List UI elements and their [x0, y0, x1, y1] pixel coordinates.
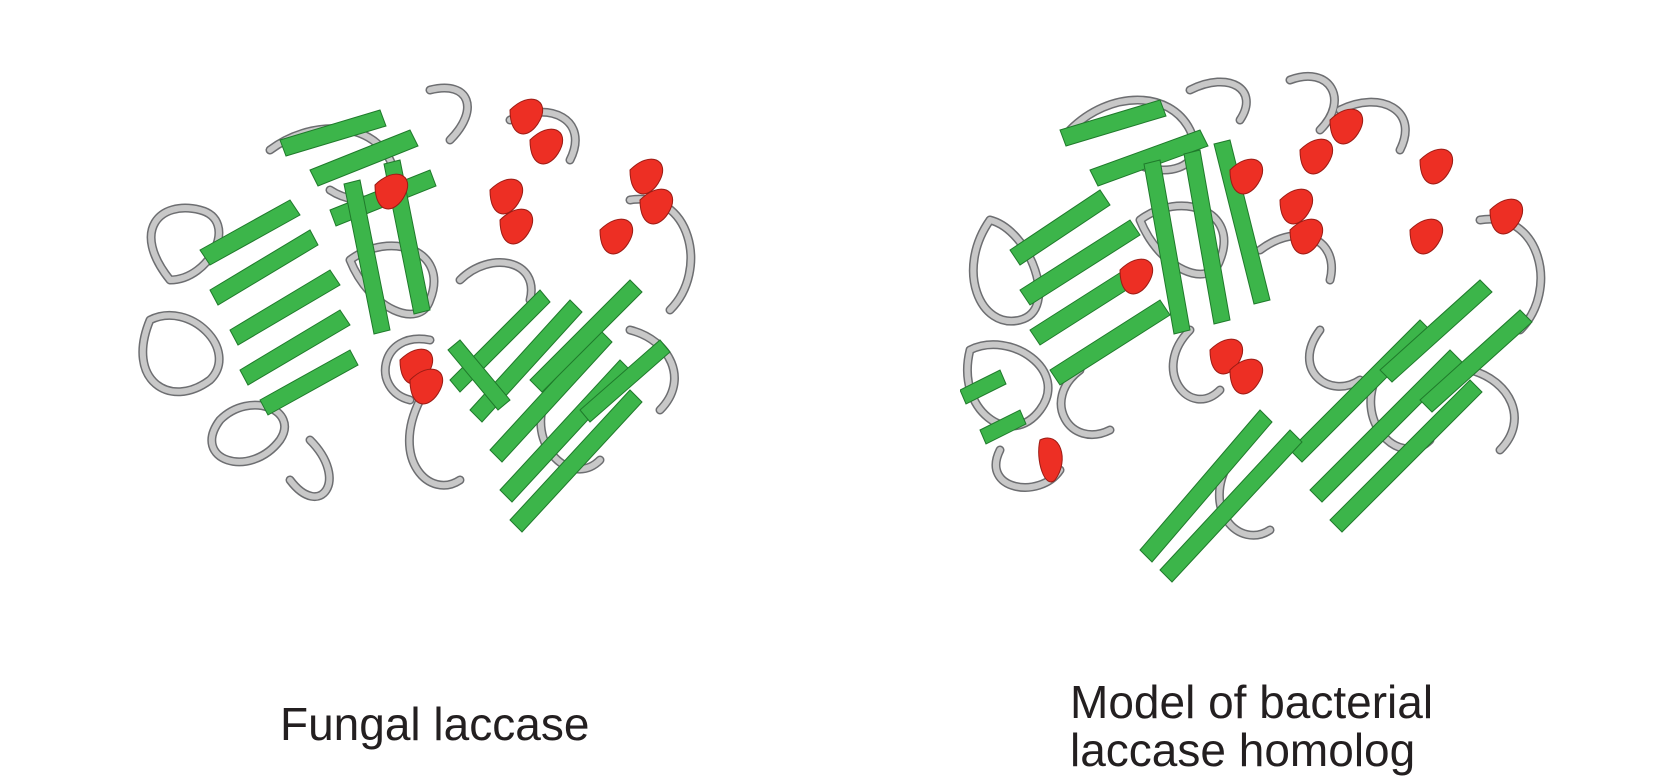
caption-line: laccase homolog — [1070, 724, 1416, 776]
alpha-helices — [1038, 108, 1524, 483]
alpha-helices — [374, 98, 674, 405]
caption-line: Model of bacterial — [1070, 676, 1434, 728]
caption-fungal-laccase: Fungal laccase — [280, 700, 589, 748]
fungal-laccase-ribbon-structure — [138, 83, 696, 533]
bacterial-laccase-homolog-ribbon-structure — [960, 71, 1546, 583]
caption-line: Fungal laccase — [280, 698, 590, 750]
beta-strands — [960, 99, 1533, 583]
caption-bacterial-laccase-homolog: Model of bacterial laccase homolog — [1070, 678, 1433, 774]
beta-strands — [199, 109, 671, 533]
